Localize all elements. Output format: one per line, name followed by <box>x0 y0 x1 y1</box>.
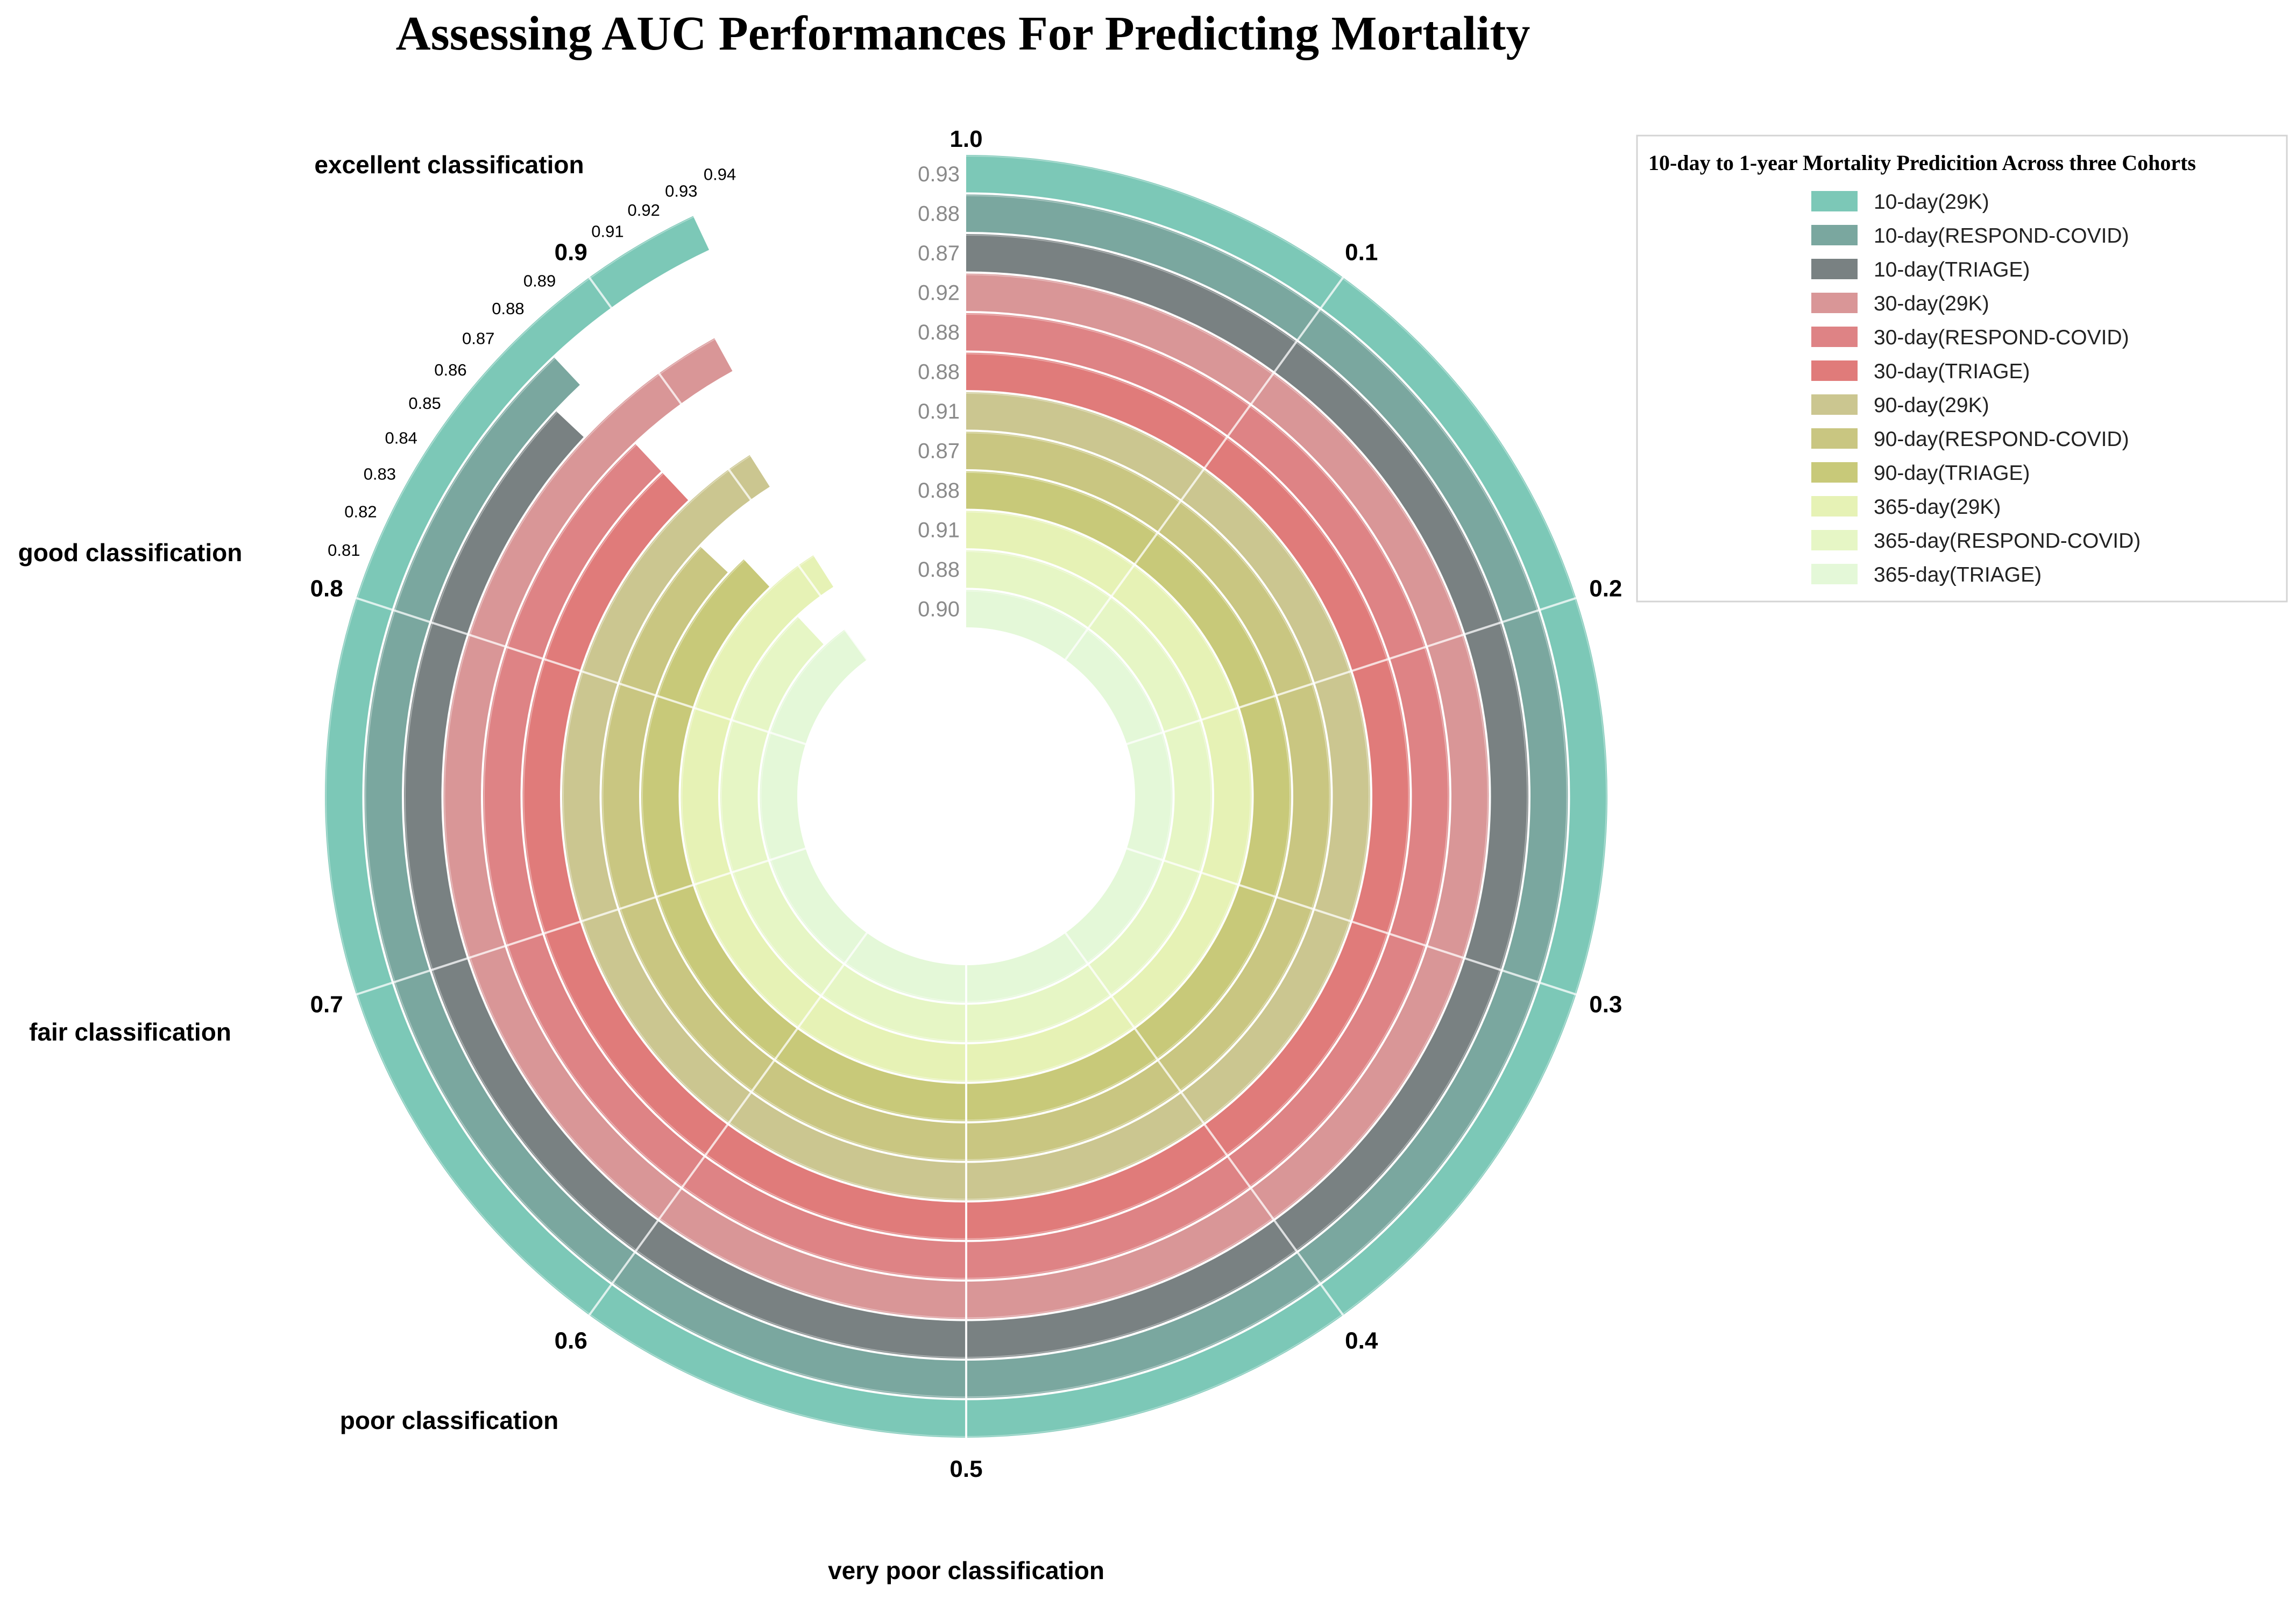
radial-gridline <box>588 928 871 1316</box>
radial-gridline <box>1122 846 1577 996</box>
minor-tick-label: 0.89 <box>523 271 556 290</box>
minor-tick-label: 0.87 <box>462 329 494 348</box>
ring-gridline <box>800 630 1132 963</box>
classification-label: fair classification <box>29 1018 231 1046</box>
bar-value-label: 0.91 <box>918 518 960 542</box>
bar-value-label: 0.87 <box>918 242 960 265</box>
bar-value-label: 0.88 <box>918 558 960 582</box>
minor-tick-label: 0.94 <box>704 165 736 183</box>
axis-labels: 1.0 0.1 0.2 0.3 0.4 0.5 0.6 0.7 0.8 0.9 0.81 0.82 0.… <box>18 126 1622 1584</box>
classification-label: good classification <box>18 539 243 567</box>
legend-swatch <box>1811 462 1858 483</box>
legend-swatch <box>1811 259 1858 279</box>
minor-tick-label: 0.93 <box>665 181 697 200</box>
minor-tick-label: 0.83 <box>364 465 396 484</box>
legend-entry: 90-day(RESPOND-COVID) <box>1874 428 2129 451</box>
chart-title: Assessing AUC Performances For Predictin… <box>396 7 1530 60</box>
minor-tick-label: 0.92 <box>628 201 660 220</box>
legend-entry: 365-day(TRIAGE) <box>1874 563 2042 586</box>
radial-gridline <box>1122 597 1577 747</box>
major-tick-label: 0.8 <box>310 576 343 602</box>
radial-gridline <box>356 846 811 996</box>
legend-entry: 90-day(29K) <box>1874 394 1989 417</box>
classification-label: poor classification <box>340 1406 558 1434</box>
radial-gridline <box>356 597 811 747</box>
legend-swatch <box>1811 564 1858 584</box>
bar-value-label: 0.88 <box>918 360 960 384</box>
minor-tick-label: 0.85 <box>408 394 441 413</box>
legend-box <box>1636 135 2288 603</box>
bar-value-label: 0.93 <box>918 162 960 186</box>
legend-swatch <box>1811 293 1858 313</box>
minor-tick-label: 0.84 <box>385 428 417 447</box>
legend-swatch <box>1811 428 1858 449</box>
legend-entry: 90-day(TRIAGE) <box>1874 462 2030 485</box>
minor-tick-label: 0.86 <box>434 360 466 379</box>
major-tick-label: 0.5 <box>949 1456 982 1482</box>
minor-tick-label: 0.91 <box>591 222 623 241</box>
major-tick-label: 0.6 <box>555 1327 587 1354</box>
legend-swatch <box>1811 360 1858 381</box>
legend-entry: 30-day(TRIAGE) <box>1874 360 2030 383</box>
legend-swatch <box>1811 191 1858 211</box>
bar-value-label: 0.91 <box>918 400 960 423</box>
legend-title: 10-day to 1-year Mortality Predicition A… <box>1648 151 2196 175</box>
major-tick-label: 0.9 <box>555 239 587 266</box>
minor-tick-label: 0.82 <box>344 502 377 521</box>
legend: 10-day to 1-year Mortality Predicition A… <box>1636 135 2288 603</box>
legend-swatch <box>1811 394 1858 415</box>
bar-value-label: 0.87 <box>918 439 960 463</box>
legend-swatch <box>1811 327 1858 347</box>
gridlines <box>325 155 1607 1438</box>
classification-label: excellent classification <box>314 151 584 179</box>
radial-gridline <box>1061 277 1344 664</box>
legend-entry: 10-day(29K) <box>1874 190 1989 214</box>
minor-tick-label: 0.81 <box>328 541 360 560</box>
bar-value-label: 0.88 <box>918 321 960 344</box>
legend-swatch <box>1811 496 1858 517</box>
major-tick-label: 0.4 <box>1345 1327 1378 1354</box>
minor-tick-label: 0.88 <box>492 299 524 318</box>
legend-entry: 10-day(RESPOND-COVID) <box>1874 224 2129 247</box>
bar-value-label: 0.92 <box>918 281 960 305</box>
bar-365-day-triage <box>760 590 1173 1003</box>
classification-label: very poor classification <box>828 1556 1104 1584</box>
major-tick-label: 1.0 <box>949 126 982 152</box>
legend-entry: 365-day(29K) <box>1874 496 2001 519</box>
legend-entry: 365-day(RESPOND-COVID) <box>1874 529 2141 553</box>
radial-gridline <box>1061 928 1344 1316</box>
legend-entry: 30-day(29K) <box>1874 292 1989 315</box>
major-tick-label: 0.2 <box>1589 576 1622 602</box>
major-tick-label: 0.3 <box>1589 991 1622 1017</box>
major-tick-label: 0.1 <box>1345 239 1378 266</box>
radial-gridline <box>588 277 871 664</box>
legend-swatch <box>1811 530 1858 550</box>
legend-swatch <box>1811 225 1858 245</box>
bar-value-label: 0.90 <box>918 597 960 621</box>
bar-value-label: 0.88 <box>918 479 960 503</box>
legend-entry: 10-day(TRIAGE) <box>1874 258 2030 281</box>
bar-value-label: 0.88 <box>918 202 960 225</box>
legend-entry: 30-day(RESPOND-COVID) <box>1874 326 2129 349</box>
major-tick-label: 0.7 <box>310 991 343 1017</box>
